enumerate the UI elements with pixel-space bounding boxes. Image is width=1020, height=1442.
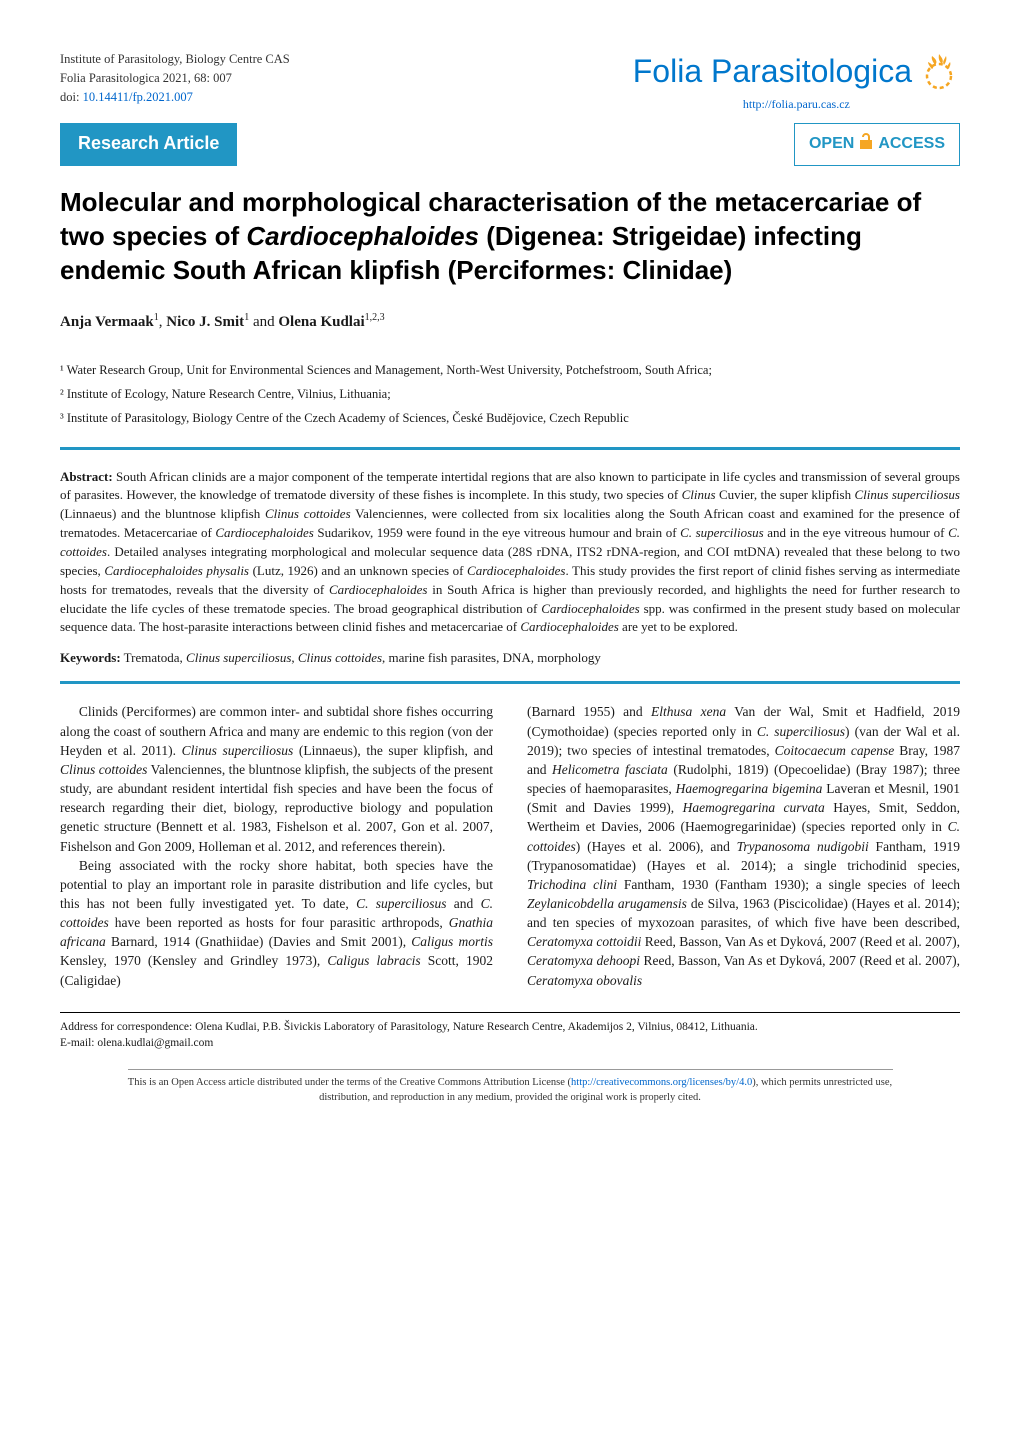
- institute-name: Institute of Parasitology, Biology Centr…: [60, 50, 290, 69]
- affiliation-1: ¹ Water Research Group, Unit for Environ…: [60, 359, 960, 383]
- journal-logo-icon: [918, 50, 960, 92]
- journal-logo-text: Folia Parasitologica: [633, 55, 912, 87]
- author-list: Anja Vermaak1, Nico J. Smit1 and Olena K…: [60, 311, 960, 333]
- open-access-badge: OPEN ACCESS: [794, 123, 960, 166]
- open-access-open: OPEN: [809, 133, 854, 155]
- keywords-text: Trematoda, Clinus superciliosus, Clinus …: [121, 650, 601, 665]
- banner: Research Article OPEN ACCESS: [60, 123, 960, 166]
- license-before: This is an Open Access article distribut…: [128, 1077, 571, 1088]
- correspondence-email: E-mail: olena.kudlai@gmail.com: [60, 1035, 960, 1051]
- open-access-access: ACCESS: [878, 133, 945, 155]
- abstract-label: Abstract:: [60, 469, 113, 484]
- article-title: Molecular and morphological characterisa…: [60, 186, 960, 287]
- footer-divider: [60, 1012, 960, 1013]
- doi-label: doi:: [60, 90, 83, 104]
- divider: [60, 447, 960, 450]
- affiliation-2: ² Institute of Ecology, Nature Research …: [60, 383, 960, 407]
- page-header: Institute of Parasitology, Biology Centr…: [60, 50, 960, 113]
- journal-url[interactable]: http://folia.paru.cas.cz: [633, 96, 960, 113]
- body-paragraph: Clinids (Perciformes) are common inter- …: [60, 702, 493, 855]
- body-paragraph: Being associated with the rocky shore ha…: [60, 856, 493, 990]
- abstract: Abstract: South African clinids are a ma…: [60, 468, 960, 638]
- correspondence: Address for correspondence: Olena Kudlai…: [60, 1019, 960, 1051]
- citation: Folia Parasitologica 2021, 68: 007: [60, 69, 290, 88]
- affiliation-3: ³ Institute of Parasitology, Biology Cen…: [60, 407, 960, 431]
- doi-link[interactable]: 10.14411/fp.2021.007: [83, 90, 193, 104]
- journal-meta: Institute of Parasitology, Biology Centr…: [60, 50, 290, 106]
- license-divider: [128, 1069, 893, 1070]
- article-type-badge: Research Article: [60, 123, 237, 166]
- open-lock-icon: [858, 132, 874, 157]
- keywords: Keywords: Trematoda, Clinus superciliosu…: [60, 649, 960, 667]
- body-columns: Clinids (Perciformes) are common inter- …: [60, 702, 960, 989]
- affiliations: ¹ Water Research Group, Unit for Environ…: [60, 359, 960, 430]
- correspondence-address: Address for correspondence: Olena Kudlai…: [60, 1019, 960, 1035]
- journal-logo-block: Folia Parasitologica http://folia.paru.c…: [633, 50, 960, 113]
- column-right: (Barnard 1955) and Elthusa xena Van der …: [527, 702, 960, 989]
- doi-row: doi: 10.14411/fp.2021.007: [60, 88, 290, 107]
- license-link[interactable]: http://creativecommons.org/licenses/by/4…: [571, 1077, 752, 1088]
- license-text: This is an Open Access article distribut…: [105, 1076, 915, 1105]
- abstract-text: South African clinids are a major compon…: [60, 469, 960, 635]
- keywords-label: Keywords:: [60, 650, 121, 665]
- body-paragraph: (Barnard 1955) and Elthusa xena Van der …: [527, 702, 960, 989]
- divider: [60, 681, 960, 684]
- column-left: Clinids (Perciformes) are common inter- …: [60, 702, 493, 989]
- journal-logo: Folia Parasitologica: [633, 50, 960, 92]
